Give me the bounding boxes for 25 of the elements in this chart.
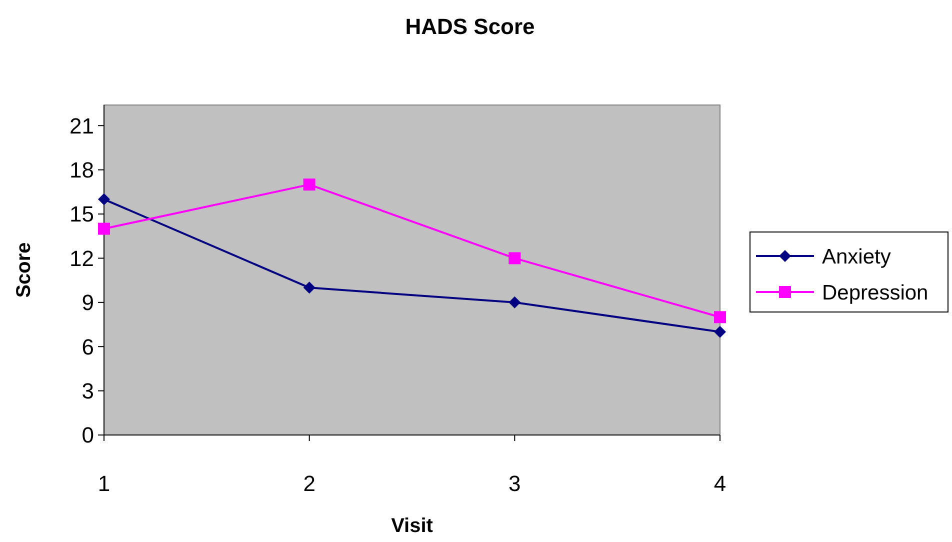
x-tick-label: 4 xyxy=(714,471,726,496)
point xyxy=(303,178,316,191)
legend-label: Anxiety xyxy=(822,245,892,268)
x-tick-label: 1 xyxy=(98,471,110,496)
x-tick-label: 2 xyxy=(303,471,316,496)
chart-title: HADS Score xyxy=(405,14,535,39)
y-tick-label: 9 xyxy=(82,290,94,316)
point xyxy=(508,252,521,264)
point xyxy=(508,296,521,308)
point xyxy=(714,326,726,338)
point xyxy=(303,282,316,294)
y-tick-label: 18 xyxy=(70,158,94,183)
y-tick-label: 6 xyxy=(82,334,94,360)
y-tick-label: 0 xyxy=(82,422,94,448)
point xyxy=(714,311,726,324)
y-tick-label: 21 xyxy=(70,113,94,138)
y-tick-label: 3 xyxy=(82,378,94,404)
y-axis-title: Score xyxy=(13,242,35,298)
y-tick-label: 15 xyxy=(70,202,94,227)
legend-label: Depression xyxy=(822,281,928,304)
y-tick-label: 12 xyxy=(70,246,94,271)
x-tick-label: 3 xyxy=(508,471,521,496)
point xyxy=(98,222,110,235)
x-axis-title: Visit xyxy=(391,515,434,537)
point xyxy=(98,193,110,206)
